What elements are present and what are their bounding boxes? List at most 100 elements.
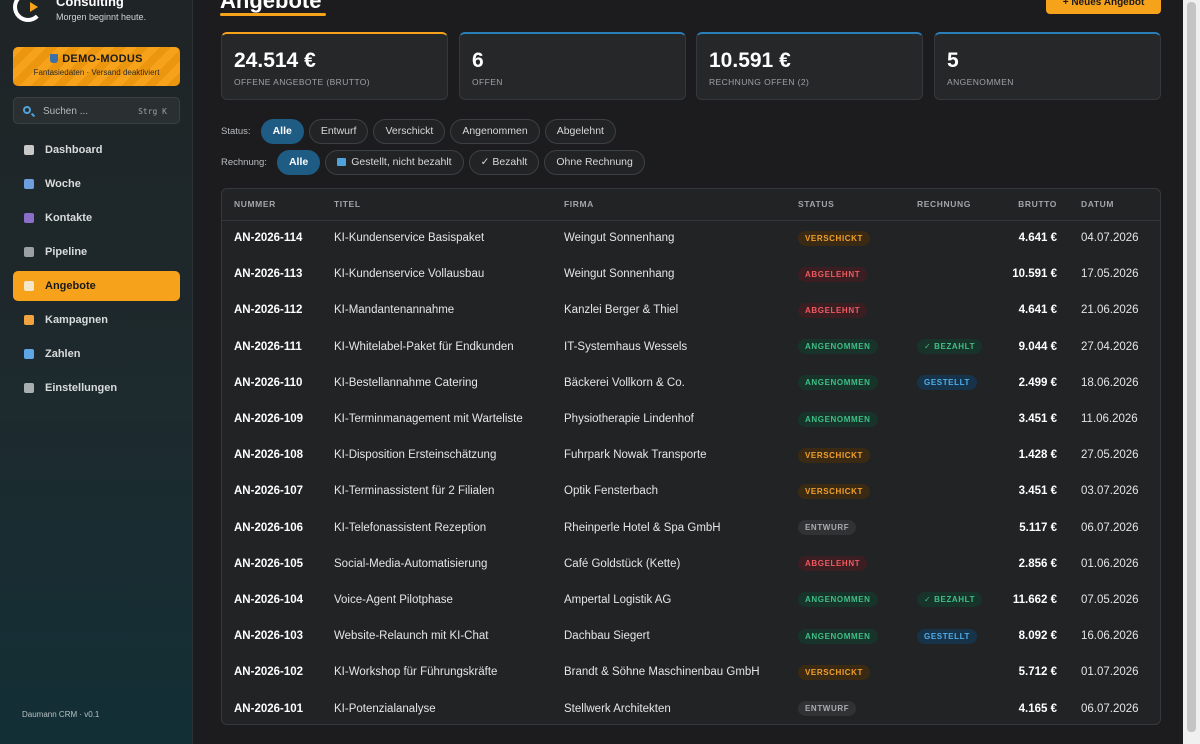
sidebar-item-einstellungen[interactable]: Einstellungen — [13, 373, 180, 403]
offer-title: KI-Bestellannahme Catering — [334, 376, 478, 389]
status-cell: ENTWURF — [786, 690, 905, 724]
status-filter-chip[interactable]: Entwurf — [308, 118, 369, 144]
invoice-filter-chip[interactable]: Alle — [276, 149, 321, 175]
status-cell: VERSCHICKT — [786, 654, 905, 690]
offer-number[interactable]: AN-2026-102 — [234, 666, 304, 679]
status-badge: VERSCHICKT — [798, 664, 871, 680]
status-badge: ABGELEHNT — [798, 302, 868, 318]
table-row[interactable]: AN-2026-106 KI-Telefonassistent Rezeption… — [222, 510, 1160, 546]
brand-arrow-icon — [30, 2, 38, 12]
gross-amount: 5.712 € — [1018, 666, 1057, 679]
table-row[interactable]: AN-2026-114 KI-Kundenservice Basispaket We… — [222, 220, 1160, 256]
search-input[interactable]: Suchen ... Strg K — [13, 97, 180, 124]
table-row[interactable]: AN-2026-105 Social-Media-Automatisierung C… — [222, 546, 1160, 582]
table-row[interactable]: AN-2026-101 KI-Potenzialanalyse Stellwerk … — [222, 690, 1160, 724]
document-icon — [24, 281, 34, 291]
offer-title: KI-Kundenservice Vollausbau — [334, 268, 485, 281]
table-row[interactable]: AN-2026-104 Voice-Agent Pilotphase Amperta… — [222, 582, 1160, 618]
offer-number[interactable]: AN-2026-112 — [234, 304, 303, 317]
sidebar-item-label: Dashboard — [45, 144, 103, 156]
offer-number[interactable]: AN-2026-113 — [234, 268, 303, 281]
status-filter-chip[interactable]: Angenommen — [450, 118, 540, 144]
column-header[interactable]: RECHNUNG — [905, 189, 1005, 221]
status-cell: VERSCHICKT — [786, 437, 905, 473]
offer-date: 16.06.2026 — [1081, 630, 1139, 643]
invoice-filter-chip[interactable]: Gestellt, nicht bezahlt — [325, 149, 464, 175]
offer-number[interactable]: AN-2026-107 — [234, 485, 304, 498]
new-offer-button[interactable]: + Neues Angebot — [1046, 0, 1161, 14]
offer-title: KI-Disposition Ersteinschätzung — [334, 449, 497, 462]
gear-icon — [24, 383, 34, 393]
sidebar-item-label: Angebote — [45, 280, 96, 292]
offer-number[interactable]: AN-2026-105 — [234, 557, 304, 570]
invoice-cell — [905, 473, 1005, 509]
status-cell: ANGENOMMEN — [786, 618, 905, 654]
table-row[interactable]: AN-2026-108 KI-Disposition Ersteinschätzu… — [222, 437, 1160, 473]
calendar-icon — [24, 179, 34, 189]
gross-amount: 4.641 € — [1018, 232, 1057, 245]
sidebar-item-label: Einstellungen — [45, 382, 118, 394]
title-underline — [220, 13, 326, 16]
table-row[interactable]: AN-2026-109 KI-Terminmanagement mit Warte… — [222, 401, 1160, 437]
chip-label: Ohne Rechnung — [556, 155, 633, 168]
table-row[interactable]: AN-2026-112 KI-Mandantenannahme Kanzlei Be… — [222, 292, 1160, 328]
table-row[interactable]: AN-2026-110 KI-Bestellannahme Catering Bäc… — [222, 365, 1160, 401]
table-row[interactable]: AN-2026-107 KI-Terminassistent für 2 Fili… — [222, 473, 1160, 509]
invoice-cell: ✓ BEZAHLT — [905, 329, 1005, 365]
company-name: Dachbau Siegert — [564, 630, 650, 643]
sidebar-item-woche[interactable]: Woche — [13, 169, 180, 199]
offer-number[interactable]: AN-2026-106 — [234, 521, 304, 534]
invoice-icon — [337, 157, 347, 166]
table-row[interactable]: AN-2026-111 KI-Whitelabel-Paket für Endku… — [222, 329, 1160, 365]
column-header[interactable]: DATUM — [1067, 189, 1160, 221]
sidebar-item-angebote[interactable]: Angebote — [13, 271, 180, 301]
invoice-filter-chip[interactable]: Ohne Rechnung — [544, 149, 645, 175]
offer-number[interactable]: AN-2026-111 — [234, 340, 302, 353]
sidebar-item-kontakte[interactable]: Kontakte — [13, 203, 180, 233]
offer-number[interactable]: AN-2026-109 — [234, 413, 304, 426]
sidebar-item-dashboard[interactable]: Dashboard — [13, 135, 180, 165]
status-cell: VERSCHICKT — [786, 473, 905, 509]
invoice-cell: GESTELLT — [905, 618, 1005, 654]
invoice-cell — [905, 292, 1005, 328]
people-icon — [24, 213, 34, 223]
sidebar-item-kampagnen[interactable]: Kampagnen — [13, 305, 180, 335]
gross-amount: 4.641 € — [1018, 304, 1057, 317]
offer-number[interactable]: AN-2026-103 — [234, 630, 304, 643]
sidebar-item-pipeline[interactable]: Pipeline — [13, 237, 180, 267]
status-filter-chip[interactable]: Alle — [260, 118, 304, 144]
offer-number[interactable]: AN-2026-101 — [234, 702, 304, 715]
company-name: Café Goldstück (Kette) — [564, 557, 681, 570]
column-header[interactable]: TITEL — [322, 189, 552, 221]
table-row[interactable]: AN-2026-102 KI-Workshop für Führungskräft… — [222, 654, 1160, 690]
column-header[interactable]: STATUS — [786, 189, 905, 221]
status-filter-label: Status: — [221, 125, 251, 137]
table-row[interactable]: AN-2026-113 KI-Kundenservice Vollausbau We… — [222, 256, 1160, 292]
page-scrollbar[interactable] — [1183, 0, 1200, 744]
invoice-filter-chip[interactable]: ✓ Bezahlt — [468, 149, 540, 175]
sidebar-item-zahlen[interactable]: Zahlen — [13, 339, 180, 369]
status-filter-chip[interactable]: Abgelehnt — [544, 118, 616, 144]
invoice-cell — [905, 256, 1005, 292]
offer-number[interactable]: AN-2026-114 — [234, 232, 303, 245]
offer-title: KI-Terminassistent für 2 Filialen — [334, 485, 495, 498]
offer-date: 21.06.2026 — [1081, 304, 1139, 317]
status-badge: VERSCHICKT — [798, 447, 871, 463]
status-badge: ANGENOMMEN — [798, 375, 878, 391]
offer-title: KI-Mandantenannahme — [334, 304, 455, 317]
status-filter-chip[interactable]: Verschickt — [373, 118, 446, 144]
table-row[interactable]: AN-2026-103 Website-Relaunch mit KI-Chat D… — [222, 618, 1160, 654]
column-header[interactable]: NUMMER — [222, 189, 322, 221]
status-cell: ANGENOMMEN — [786, 401, 905, 437]
offer-number[interactable]: AN-2026-104 — [234, 593, 304, 606]
status-badge: ENTWURF — [798, 520, 857, 536]
offer-number[interactable]: AN-2026-108 — [234, 449, 304, 462]
column-header[interactable]: BRUTTO — [1005, 189, 1067, 221]
brand-logo-icon — [13, 0, 43, 22]
scrollbar-thumb[interactable] — [1187, 2, 1196, 732]
status-cell: ABGELEHNT — [786, 292, 905, 328]
company-name: Kanzlei Berger & Thiel — [564, 304, 679, 317]
company-name: IT-Systemhaus Wessels — [564, 340, 688, 353]
column-header[interactable]: FIRMA — [552, 189, 786, 221]
offer-number[interactable]: AN-2026-110 — [234, 376, 303, 389]
